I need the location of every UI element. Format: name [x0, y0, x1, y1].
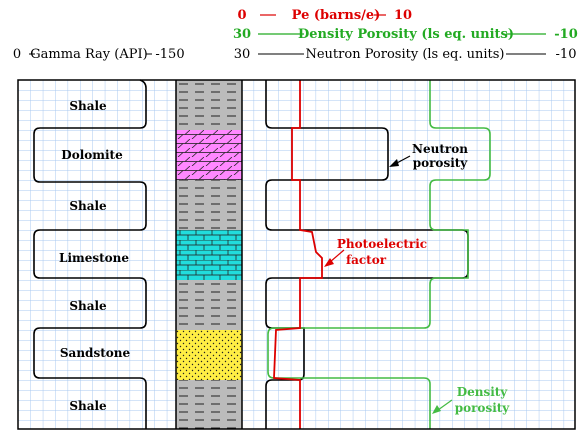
neutron-left-value: 30: [234, 47, 251, 62]
shale-fill: [176, 180, 242, 230]
density-annotation-line1: Density: [457, 385, 509, 399]
lithology-label: Shale: [69, 199, 107, 213]
neutron-right-value: -10: [556, 47, 577, 62]
density-right-value: -10: [554, 27, 578, 42]
pe-arrow: [329, 249, 345, 263]
limestone-fill: [176, 230, 242, 280]
pe-label: Pe (barns/e): [292, 8, 381, 23]
pe-arrowhead: [324, 258, 334, 267]
lithology-label: Shale: [69, 399, 107, 413]
shale-fill: [176, 80, 242, 130]
density-label: Density Porosity (ls eq. units): [298, 27, 514, 42]
lithology-labels: Shale Dolomite Shale Limestone Shale San…: [59, 99, 130, 413]
pe-left-value: 0: [237, 8, 246, 23]
shale-fill: [176, 280, 242, 330]
log-frame: [17, 79, 576, 430]
lithology-label: Shale: [69, 299, 107, 313]
lithology-label: Limestone: [59, 251, 129, 265]
lithology-label: Shale: [69, 99, 107, 113]
density-annotation: Density porosity: [432, 385, 510, 415]
neutron-label: Neutron Porosity (ls eq. units): [305, 47, 504, 62]
gamma-right-value: -150: [155, 47, 184, 62]
density-annotation-line2: porosity: [455, 401, 511, 415]
neutron-arrowhead: [389, 159, 399, 167]
neutron-annotation-line2: porosity: [413, 156, 469, 170]
sandstone-fill: [176, 330, 242, 380]
density-arrow: [437, 399, 453, 411]
pe-annotation-line2: factor: [346, 253, 387, 267]
pe-annotation: Photoelectric factor: [324, 237, 427, 267]
photoelectric-factor-curve: [273, 80, 323, 429]
lithology-label: Sandstone: [60, 346, 131, 360]
porosity-track-grid: [242, 80, 575, 429]
density-arrowhead: [432, 405, 441, 414]
density-porosity-curve: [267, 80, 491, 429]
shale-fill: [176, 380, 242, 429]
legend-neutron: 30 Neutron Porosity (ls eq. units) -10: [234, 47, 577, 62]
neutron-annotation-line1: Neutron: [412, 142, 468, 156]
gamma-ray-curve: [33, 79, 147, 429]
legend-density: 30 Density Porosity (ls eq. units) -10: [233, 27, 578, 42]
lithology-label: Dolomite: [61, 148, 123, 162]
lithology-column: [175, 80, 243, 429]
density-left-value: 30: [233, 27, 251, 42]
neutron-porosity-curve: [265, 80, 469, 429]
legend-pe: 0 Pe (barns/e) 10: [237, 8, 412, 23]
gamma-left-value: 0: [13, 47, 21, 62]
neutron-annotation: Neutron porosity: [389, 142, 468, 170]
gamma-label: Gamma Ray (API): [30, 47, 147, 62]
pe-right-value: 10: [394, 8, 412, 23]
dolomite-fill: [176, 130, 242, 180]
legend-gamma: 0 Gamma Ray (API) -150: [13, 47, 185, 62]
pe-annotation-line1: Photoelectric: [337, 237, 427, 251]
gamma-track-grid: [18, 80, 176, 429]
